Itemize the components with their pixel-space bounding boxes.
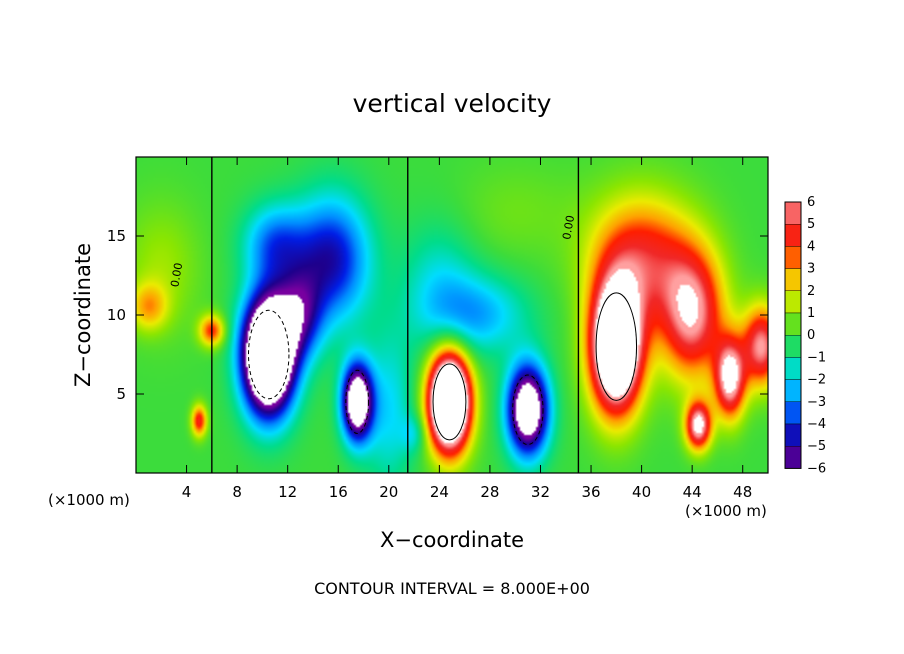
colorbar-cell xyxy=(784,335,802,358)
colorbar-label: −3 xyxy=(807,395,826,410)
colorbar-label: −5 xyxy=(807,439,826,454)
contour-ring xyxy=(247,309,290,400)
y-tick-label: 15 xyxy=(107,227,126,245)
colorbar-cell xyxy=(784,446,802,469)
contour-ring xyxy=(432,363,467,441)
x-tick-label: 24 xyxy=(430,483,449,501)
x-tick-label: 8 xyxy=(232,483,242,501)
x-tick-label: 12 xyxy=(278,483,297,501)
colorbar-cell xyxy=(784,401,802,425)
colorbar-cell xyxy=(784,290,802,314)
colorbar-label: 5 xyxy=(807,217,815,232)
colorbar-cell xyxy=(784,223,802,247)
colorbar-cell xyxy=(784,423,802,447)
colorbar-cell xyxy=(784,379,802,403)
colorbar-cell xyxy=(784,357,802,380)
colorbar-cell xyxy=(784,201,802,225)
colorbar-cell xyxy=(784,268,802,292)
x-axis: 4 8 12 16 20 24 28 32 36 40 44 48 xyxy=(182,157,752,501)
y-tick-label: 5 xyxy=(116,385,126,403)
colorbar-label: −1 xyxy=(807,350,826,365)
colorbar: 6 5 4 3 2 1 0 −1 −2 −3 −4 −5 −6 xyxy=(784,195,826,476)
colorbar-label: 2 xyxy=(807,284,815,299)
x-tick-label: 44 xyxy=(683,483,702,501)
contour-ring xyxy=(595,292,638,401)
colorbar-label: 0 xyxy=(807,328,815,343)
colorbar-label: 4 xyxy=(807,239,815,254)
x-axis-label: X−coordinate xyxy=(380,528,524,552)
y-tick-label: 10 xyxy=(107,306,126,324)
colorbar-label: 3 xyxy=(807,262,815,277)
x-tick-label: 28 xyxy=(480,483,499,501)
contour-label: 0.00 xyxy=(560,214,577,240)
colorbar-label: 6 xyxy=(807,195,815,210)
contour-label: 0.00 xyxy=(168,262,185,288)
x-tick-label: 32 xyxy=(531,483,550,501)
colorbar-label: −2 xyxy=(807,373,826,388)
y-axis: 5 10 15 xyxy=(107,227,768,403)
colorbar-label: 1 xyxy=(807,306,815,321)
contour-lines: 0.00 0.00 xyxy=(168,157,638,473)
contour-interval-note: CONTOUR INTERVAL = 8.000E+00 xyxy=(314,579,590,598)
contour-ring xyxy=(512,374,544,446)
x-tick-label: 36 xyxy=(581,483,600,501)
plot-area: 0.00 0.00 xyxy=(135,156,769,474)
chart-title: vertical velocity xyxy=(353,89,552,118)
x-unit-right: (×1000 m) xyxy=(685,502,767,520)
colorbar-frame xyxy=(784,201,802,469)
x-tick-label: 20 xyxy=(379,483,398,501)
colorbar-label: −6 xyxy=(807,461,826,476)
colorbar-cell xyxy=(784,246,802,269)
colorbar-cell xyxy=(784,312,802,336)
x-tick-label: 48 xyxy=(733,483,752,501)
x-tick-label: 40 xyxy=(632,483,651,501)
x-unit-left: (×1000 m) xyxy=(48,491,130,509)
y-axis-label: Z−coordinate xyxy=(71,243,95,387)
velocity-field xyxy=(136,157,768,473)
x-tick-label: 4 xyxy=(182,483,192,501)
contour-ring xyxy=(345,369,370,434)
colorbar-label: −4 xyxy=(807,417,826,432)
x-tick-label: 16 xyxy=(329,483,348,501)
